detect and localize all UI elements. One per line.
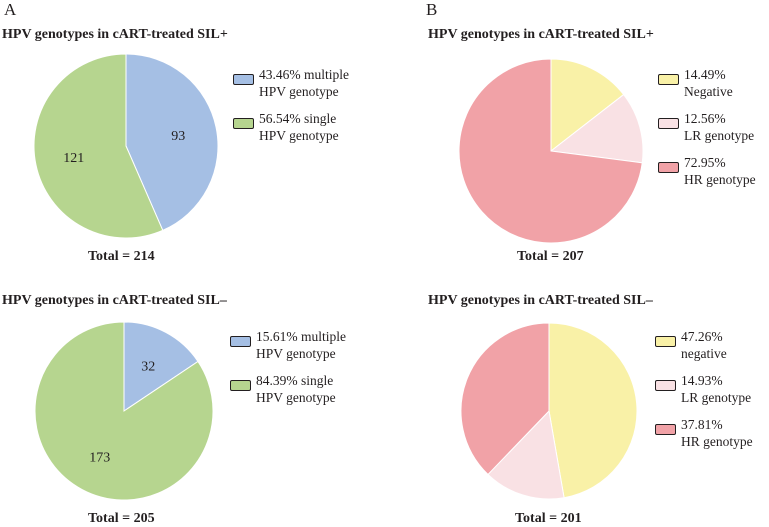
pie-slice-single-hpv-genotype [34, 321, 214, 501]
legend-text: 72.95% HR genotype [684, 154, 756, 188]
chart-title: HPV genotypes in cART-treated SIL– [2, 293, 227, 308]
pie-slice-lr-genotype [487, 409, 565, 500]
legend-text: 12.56% LR genotype [684, 110, 754, 144]
legend-line-2: Negative [684, 84, 733, 99]
legend-line-2: negative [681, 346, 727, 361]
pie-slice-single-hpv-genotype [33, 53, 164, 239]
pie-slice-negative [548, 322, 638, 499]
legend-line-2: HPV genotype [259, 128, 339, 143]
pie-chart [458, 58, 644, 244]
pie-slice-hr-genotype [460, 322, 550, 476]
total-label: Total = 205 [88, 511, 155, 526]
pie-slice-lr-genotype [549, 93, 644, 164]
legend-line-2: HR genotype [681, 434, 753, 449]
legend-swatch [658, 118, 679, 129]
pie-slice-multiple-hpv-genotype [125, 53, 219, 231]
legend-line-2: HPV genotype [256, 346, 336, 361]
legend-text: 43.46% multiple HPV genotype [259, 66, 349, 100]
legend-swatch [658, 74, 679, 85]
legend-text: 47.26% negative [681, 328, 727, 362]
pie-slice-multiple-hpv-genotype [123, 321, 199, 412]
pie-chart: 32 173 [34, 321, 214, 501]
chart-title: HPV genotypes in cART-treated SIL+ [2, 27, 228, 42]
legend-line-2: LR genotype [681, 390, 752, 405]
legend-line-1: 56.54% single [259, 111, 337, 126]
pie-slice-negative [550, 58, 625, 153]
legend-line-1: 84.39% single [256, 373, 334, 388]
total-label: Total = 207 [517, 249, 584, 264]
legend-text: 84.39% single HPV genotype [256, 372, 336, 406]
legend-text: 14.93% LR genotype [681, 372, 751, 406]
legend-text: 56.54% single HPV genotype [259, 110, 339, 144]
legend-text: 37.81% HR genotype [681, 416, 753, 450]
legend-swatch [233, 74, 254, 85]
legend-swatch [658, 162, 679, 173]
slice-value-label: 121 [63, 151, 84, 166]
pie-chart: 93 121 [33, 53, 219, 239]
panel-label-a: A [4, 0, 17, 19]
legend-line-2: HR genotype [684, 172, 756, 187]
legend-swatch [233, 118, 254, 129]
legend-line-1: 14.93% [681, 373, 723, 388]
slice-value-label: 173 [89, 451, 110, 466]
legend-text: 15.61% multiple HPV genotype [256, 328, 346, 362]
slice-value-label: 93 [171, 129, 185, 144]
legend-line-1: 72.95% [684, 155, 726, 170]
legend-text: 14.49% Negative [684, 66, 733, 100]
panel-label-b: B [426, 0, 438, 19]
legend-line-1: 47.26% [681, 329, 723, 344]
legend-swatch [655, 424, 676, 435]
legend-swatch [230, 380, 251, 391]
total-label: Total = 201 [515, 511, 582, 526]
legend-line-1: 14.49% [684, 67, 726, 82]
total-label: Total = 214 [88, 249, 155, 264]
chart-title: HPV genotypes in cART-treated SIL+ [428, 27, 654, 42]
pie-slice-hr-genotype [458, 58, 643, 244]
legend-swatch [655, 336, 676, 347]
legend-line-1: 15.61% multiple [256, 329, 346, 344]
legend-swatch [230, 336, 251, 347]
chart-title: HPV genotypes in cART-treated SIL– [428, 293, 653, 308]
legend-line-1: 12.56% [684, 111, 726, 126]
legend-line-2: HPV genotype [256, 390, 336, 405]
legend-line-2: LR genotype [684, 128, 755, 143]
legend-line-2: HPV genotype [259, 84, 339, 99]
legend-line-1: 43.46% multiple [259, 67, 349, 82]
legend-line-1: 37.81% [681, 417, 723, 432]
legend-swatch [655, 380, 676, 391]
slice-value-label: 32 [141, 359, 155, 374]
